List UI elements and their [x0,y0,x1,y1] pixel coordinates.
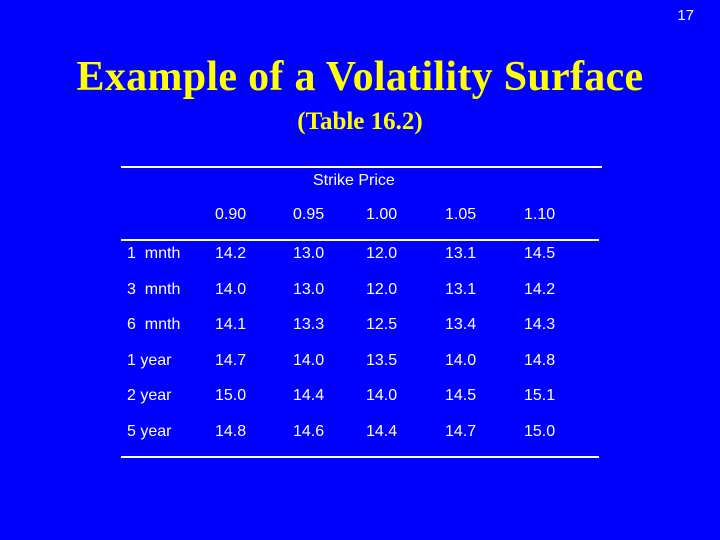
volatility-cell: 14.7 [215,352,247,369]
maturity-label: 6 mnth [127,316,181,333]
volatility-cell: 13.0 [293,281,325,298]
slide-title: Example of a Volatility Surface [76,54,644,100]
volatility-cell: 14.2 [215,245,247,262]
volatility-cell: 14.8 [215,423,247,440]
volatility-cell: 14.5 [445,387,477,404]
volatility-cell: 14.7 [445,423,477,440]
volatility-cell: 14.8 [524,352,556,369]
volatility-cell: 15.1 [524,387,556,404]
volatility-cell: 13.4 [445,316,477,333]
volatility-cell: 15.0 [524,423,556,440]
volatility-cell: 14.0 [366,387,398,404]
volatility-cell: 13.1 [445,281,477,298]
maturity-label: 2 year [127,387,172,404]
volatility-cell: 13.0 [293,245,325,262]
volatility-cell: 14.0 [445,352,477,369]
volatility-cell: 12.5 [366,316,398,333]
volatility-cell: 14.4 [366,423,398,440]
volatility-cell: 15.0 [215,387,247,404]
volatility-cell: 14.3 [524,316,556,333]
volatility-cell: 14.1 [215,316,247,333]
maturity-label: 1 year [127,352,172,369]
strike-header-cell: 0.95 [293,206,325,223]
strike-header-cell: 1.05 [445,206,477,223]
table-top-rule [121,166,602,168]
strike-header-cell: 1.10 [524,206,556,223]
volatility-cell: 13.3 [293,316,325,333]
volatility-cell: 12.0 [366,281,398,298]
volatility-cell: 12.0 [366,245,398,262]
table-header-rule [121,239,599,241]
volatility-cell: 14.0 [293,352,325,369]
strike-price-header: Strike Price [313,172,395,189]
strike-header-cell: 1.00 [366,206,398,223]
slide-subtitle: (Table 16.2) [297,108,423,135]
maturity-label: 5 year [127,423,172,440]
volatility-cell: 13.5 [366,352,398,369]
volatility-cell: 14.4 [293,387,325,404]
volatility-cell: 14.6 [293,423,325,440]
volatility-cell: 14.2 [524,281,556,298]
volatility-cell: 14.5 [524,245,556,262]
volatility-cell: 13.1 [445,245,477,262]
maturity-label: 1 mnth [127,245,181,262]
page-number: 17 [677,7,694,24]
volatility-cell: 14.0 [215,281,247,298]
strike-header-cell: 0.90 [215,206,247,223]
table-bottom-rule [121,456,599,458]
maturity-label: 3 mnth [127,281,181,298]
